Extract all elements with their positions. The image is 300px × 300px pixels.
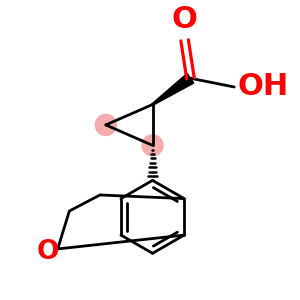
Circle shape <box>94 114 117 136</box>
Text: O: O <box>172 5 198 34</box>
Circle shape <box>141 134 164 157</box>
Polygon shape <box>152 74 194 105</box>
Text: O: O <box>36 239 59 265</box>
Text: OH: OH <box>237 73 288 101</box>
